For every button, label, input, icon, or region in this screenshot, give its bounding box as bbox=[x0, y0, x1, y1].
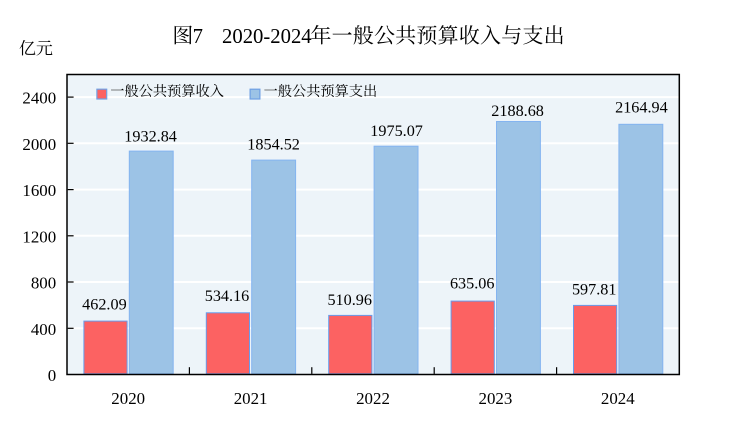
svg-text:1932.84: 1932.84 bbox=[124, 127, 177, 145]
svg-text:2020: 2020 bbox=[111, 389, 145, 408]
svg-text:1975.07: 1975.07 bbox=[370, 122, 423, 140]
svg-text:2021: 2021 bbox=[234, 389, 268, 408]
svg-text:2000: 2000 bbox=[22, 135, 56, 154]
svg-text:2020-2024: 2020-2024 bbox=[222, 26, 312, 48]
svg-text:2164.94: 2164.94 bbox=[615, 99, 668, 117]
svg-text:7: 7 bbox=[193, 26, 203, 48]
svg-text:2024: 2024 bbox=[601, 389, 635, 408]
svg-text:2023: 2023 bbox=[479, 389, 513, 408]
svg-text:2188.68: 2188.68 bbox=[491, 102, 544, 120]
svg-text:1600: 1600 bbox=[22, 181, 56, 200]
svg-text:510.96: 510.96 bbox=[327, 291, 372, 309]
svg-text:800: 800 bbox=[31, 274, 56, 293]
svg-text:597.81: 597.81 bbox=[572, 281, 617, 299]
svg-text:2400: 2400 bbox=[22, 89, 56, 108]
svg-text:462.09: 462.09 bbox=[82, 296, 127, 314]
svg-text:1854.52: 1854.52 bbox=[247, 136, 300, 154]
svg-text:1200: 1200 bbox=[22, 227, 56, 246]
svg-text:2022: 2022 bbox=[356, 389, 390, 408]
svg-text:534.16: 534.16 bbox=[205, 287, 250, 305]
svg-text:0: 0 bbox=[48, 366, 56, 385]
svg-text:635.06: 635.06 bbox=[450, 275, 495, 293]
svg-text:400: 400 bbox=[31, 320, 56, 339]
